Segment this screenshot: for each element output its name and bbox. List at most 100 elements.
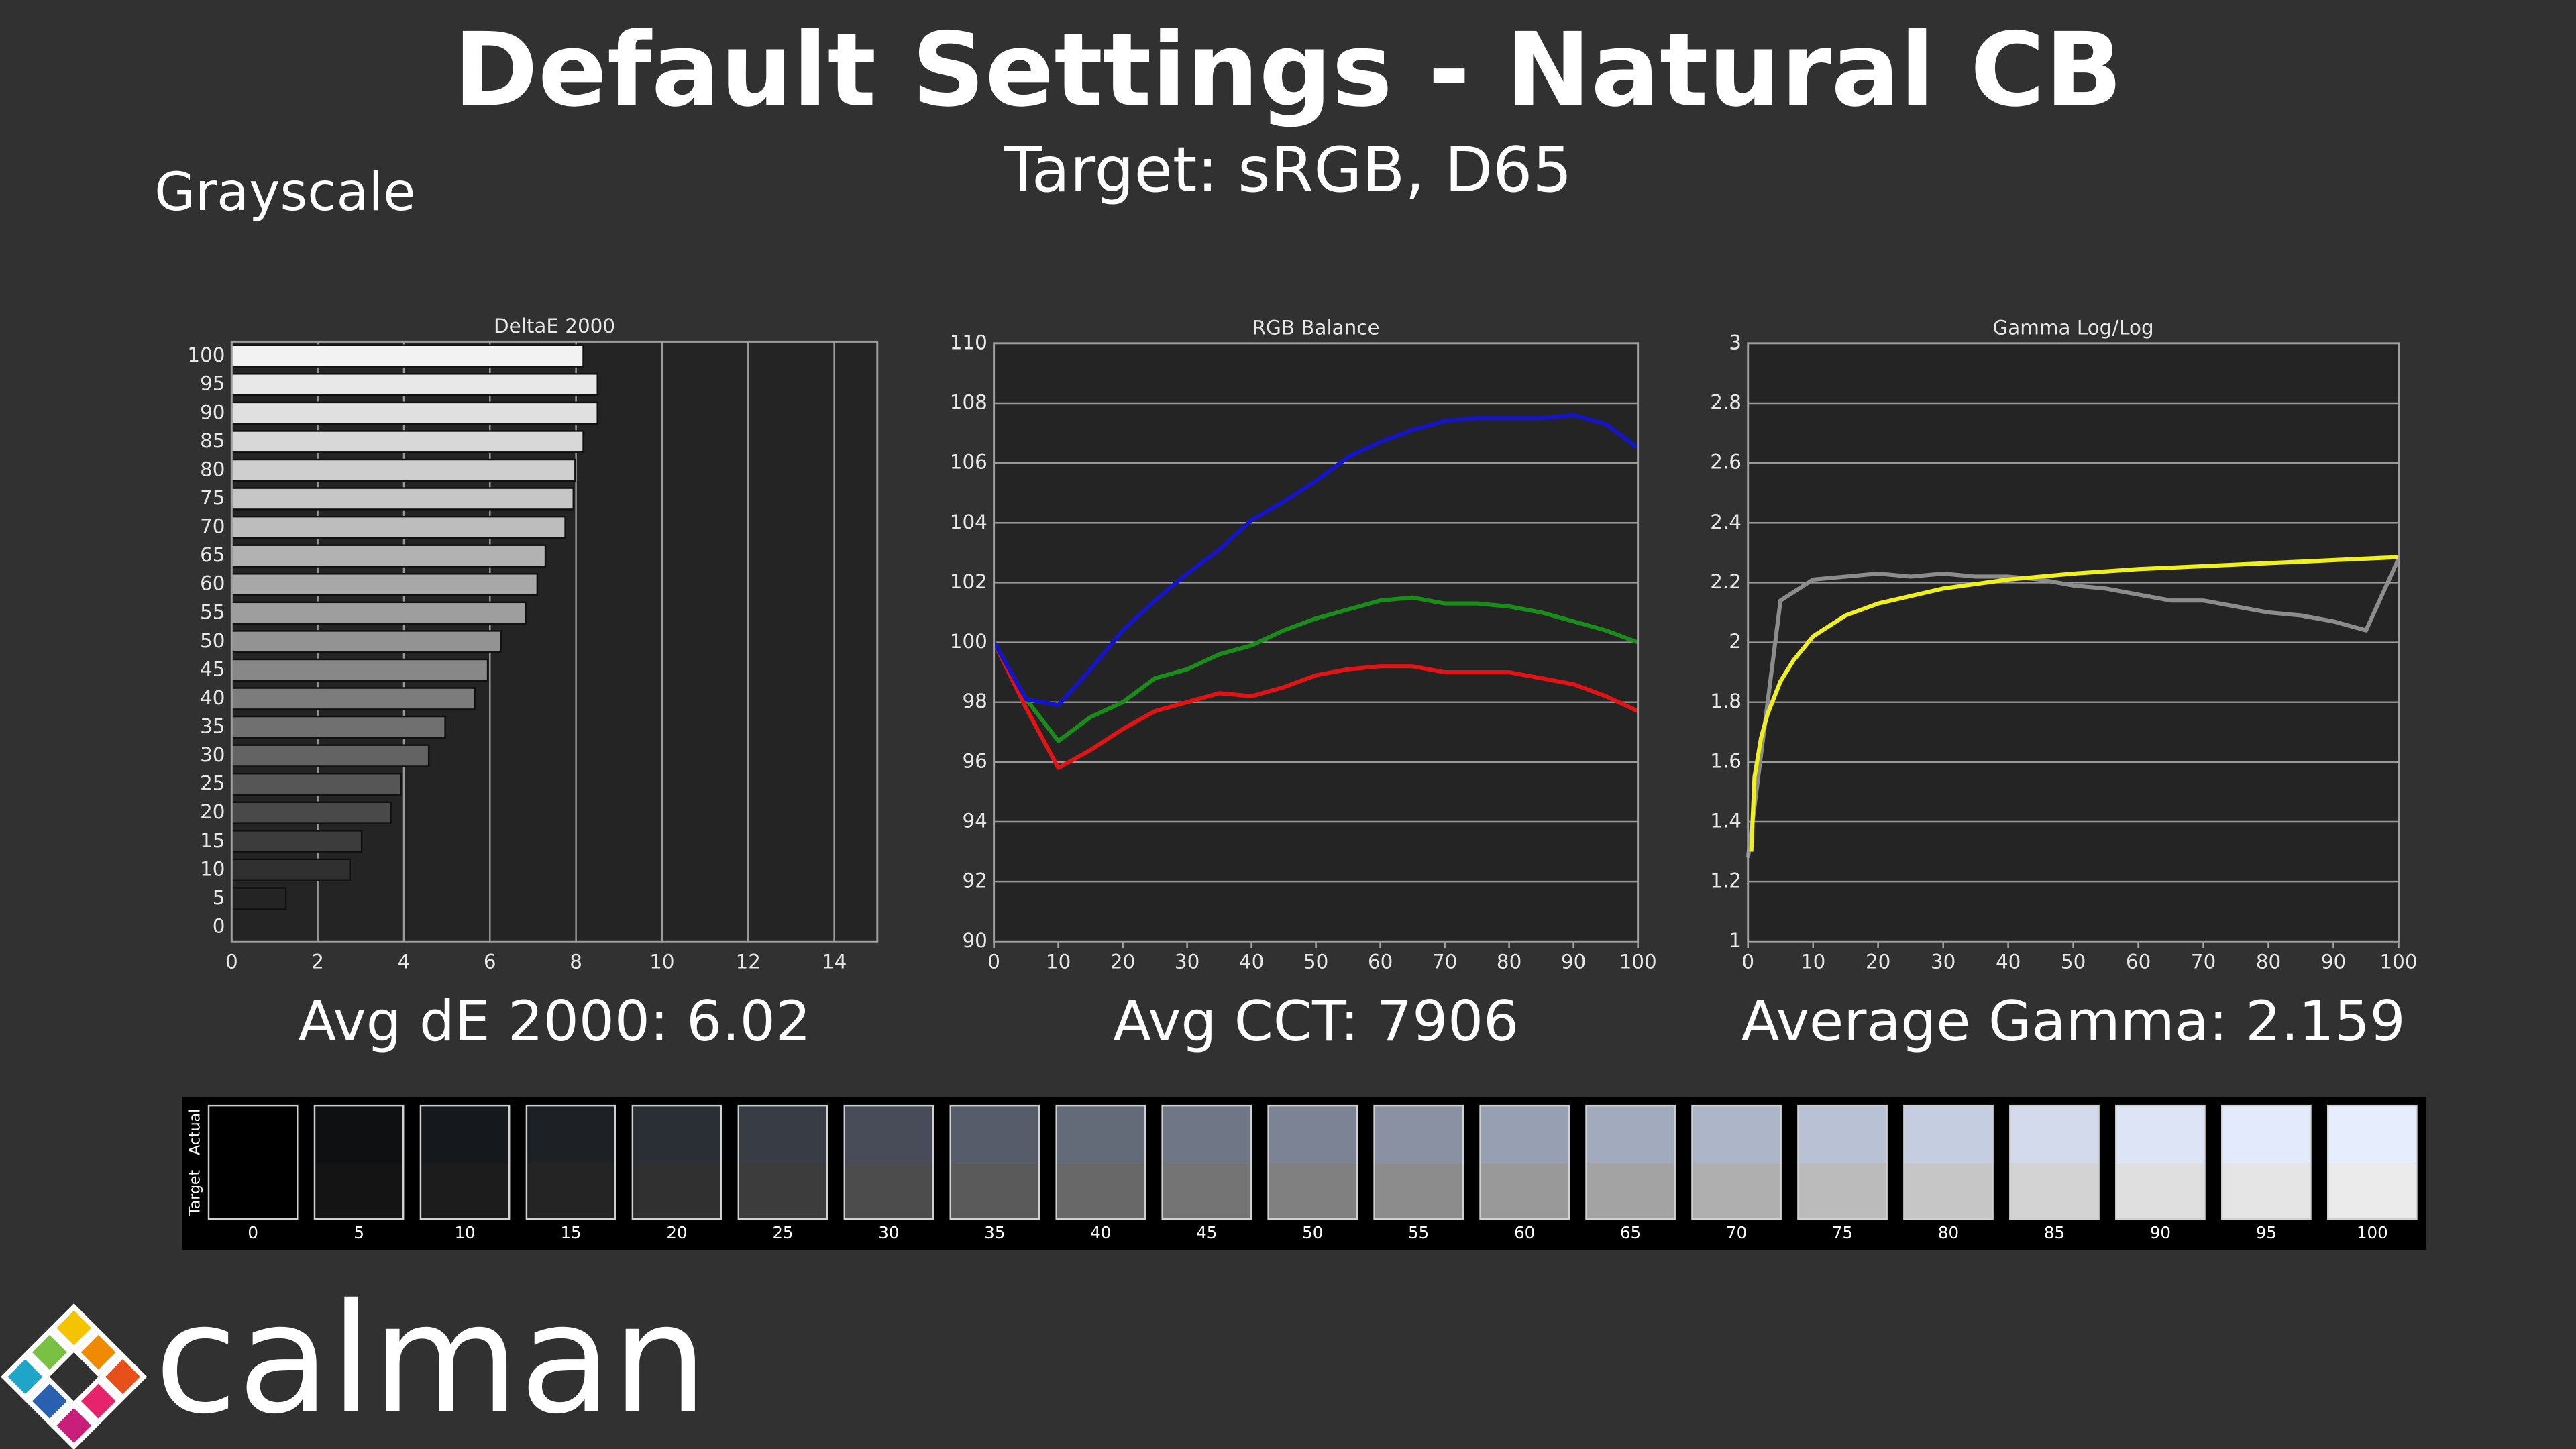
bar (231, 573, 539, 596)
y-tick-label: 3 (1729, 331, 1741, 354)
swatch-label: 35 (984, 1223, 1005, 1242)
swatch-actual (420, 1106, 510, 1163)
swatch-frame (631, 1104, 722, 1220)
x-tick-label: 70 (2191, 951, 2216, 973)
swatch-label: 100 (2357, 1223, 2388, 1242)
swatch-frame (525, 1104, 616, 1220)
y-tick-label: 1 (1729, 929, 1741, 952)
y-tick-label: 25 (200, 772, 225, 795)
swatch-label: 0 (248, 1223, 258, 1242)
bar (231, 687, 476, 710)
page-title: Default Settings - Natural CB (453, 11, 2123, 129)
swatch-frame (313, 1104, 405, 1220)
plot-frame (993, 342, 1640, 943)
bar (231, 373, 598, 396)
section-label: Grayscale (154, 162, 415, 223)
swatch-actual (844, 1106, 934, 1163)
y-tick-label: 92 (962, 869, 987, 892)
swatch-frame (1903, 1104, 1994, 1220)
bar (231, 458, 576, 482)
bar (231, 630, 502, 653)
bar (231, 858, 351, 881)
y-tick-label: 2.4 (1710, 511, 1741, 533)
swatch-frame (207, 1104, 299, 1220)
swatch-label: 75 (1832, 1223, 1853, 1242)
swatch-target (1798, 1163, 1887, 1220)
series-line (1746, 557, 2401, 858)
swatch-target (632, 1163, 722, 1220)
series-line (991, 413, 1640, 708)
swatch-actual (1056, 1106, 1145, 1163)
swatch-row-label: Actual (186, 1109, 203, 1155)
x-tick-label: 50 (1303, 951, 1328, 973)
y-tick-label: 96 (962, 749, 987, 772)
chart-summary: Average Gamma: 2.159 (1741, 989, 2406, 1054)
y-tick-label: 106 (950, 451, 987, 474)
y-tick-label: 80 (200, 458, 225, 480)
plot-frame (230, 340, 879, 943)
y-tick-label: 50 (200, 629, 225, 652)
y-tick-label: 1.2 (1710, 869, 1741, 892)
y-tick-label: 108 (950, 390, 987, 413)
swatch-frame (1161, 1104, 1252, 1220)
y-tick-label: 15 (200, 829, 225, 852)
bar (231, 487, 574, 511)
x-tick-label: 0 (225, 951, 238, 973)
swatch-actual (950, 1106, 1039, 1163)
y-tick-label: 2.8 (1710, 390, 1741, 413)
y-tick-label: 95 (200, 372, 225, 395)
swatch-frame (1797, 1104, 1888, 1220)
swatch-actual (632, 1106, 722, 1163)
x-tick-label: 40 (1996, 951, 2021, 973)
swatch-label: 40 (1090, 1223, 1111, 1242)
swatch-target (1692, 1163, 1781, 1220)
swatch-actual (2116, 1106, 2205, 1163)
swatch-frame (2326, 1104, 2418, 1220)
y-tick-label: 2 (1729, 630, 1741, 653)
x-tick-label: 40 (1239, 951, 1264, 973)
y-tick-label: 35 (200, 715, 225, 738)
x-tick-label: 80 (2256, 951, 2281, 973)
swatch-actual (1374, 1106, 1463, 1163)
swatch-target (2222, 1163, 2311, 1220)
x-tick-label: 70 (1432, 951, 1457, 973)
swatch-actual (314, 1106, 404, 1163)
swatch-frame (1373, 1104, 1464, 1220)
bar (231, 744, 430, 767)
bar (231, 430, 584, 453)
chart-summary: Avg CCT: 7906 (1113, 989, 1519, 1054)
x-tick-label: 10 (649, 951, 674, 973)
y-tick-label: 1.8 (1710, 690, 1741, 712)
bar (231, 544, 547, 568)
x-tick-label: 10 (1046, 951, 1071, 973)
swatch-frame (1691, 1104, 1782, 1220)
series-line (991, 595, 1639, 743)
swatch-frame (2115, 1104, 2206, 1220)
swatch-label: 55 (1408, 1223, 1429, 1242)
bar (231, 401, 598, 425)
swatch-actual (209, 1106, 298, 1163)
swatch-actual (1586, 1106, 1675, 1163)
x-tick-label: 6 (484, 951, 496, 973)
x-tick-label: 20 (1866, 951, 1890, 973)
swatch-label: 15 (560, 1223, 581, 1242)
y-tick-label: 2.6 (1710, 451, 1741, 474)
y-tick-label: 104 (950, 511, 987, 533)
x-tick-label: 8 (570, 951, 582, 973)
swatch-label: 50 (1302, 1223, 1323, 1242)
swatch-actual (1692, 1106, 1781, 1163)
bar (231, 801, 392, 824)
x-tick-label: 10 (1801, 951, 1825, 973)
x-tick-label: 50 (2061, 951, 2086, 973)
y-tick-label: 20 (200, 800, 225, 823)
chart-title: Gamma Log/Log (1993, 316, 2154, 339)
y-tick-label: 30 (200, 743, 225, 766)
swatch-actual (2010, 1106, 2099, 1163)
x-tick-label: 60 (2126, 951, 2151, 973)
swatch-target (738, 1163, 828, 1220)
bar (231, 715, 446, 739)
swatch-target (2328, 1163, 2417, 1220)
x-tick-label: 100 (2379, 951, 2417, 973)
x-tick-label: 0 (1741, 951, 1754, 973)
